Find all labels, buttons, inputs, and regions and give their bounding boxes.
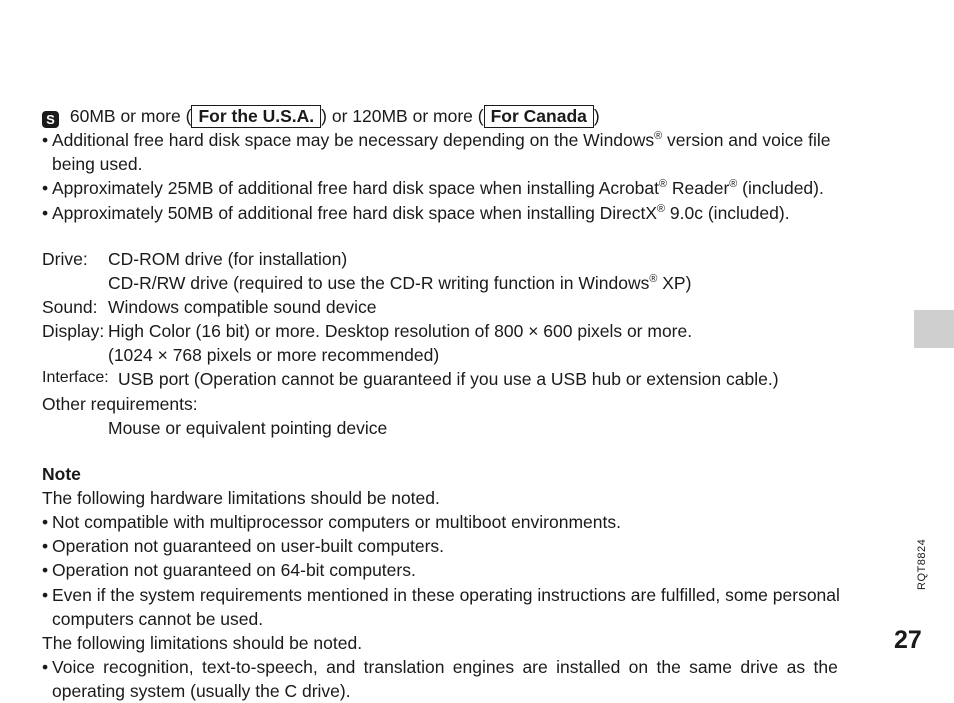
note-sw-1-cont: operating system (usually the C drive).	[42, 679, 876, 703]
note-hw-3: •Operation not guaranteed on 64-bit comp…	[42, 558, 876, 582]
side-tab	[914, 310, 954, 348]
spec-other-label: Other requirements:	[42, 392, 876, 416]
spec-sound-val: Windows compatible sound device	[108, 295, 876, 319]
bullet-additional-space-cont: being used.	[42, 152, 876, 176]
spec-label-display: Display:	[42, 319, 108, 343]
or-text: or 120MB or more	[332, 106, 473, 126]
s-icon: S	[42, 111, 59, 128]
text: version and voice file	[662, 130, 830, 150]
note-intro-sw: The following limitations should be note…	[42, 631, 876, 655]
text: Approximately 50MB of additional free ha…	[52, 203, 657, 223]
spec-label-interface: Interface:	[42, 367, 118, 391]
text: Reader	[667, 178, 729, 198]
document-code: RQT8824	[916, 539, 928, 590]
spec-display-val1: High Color (16 bit) or more. Desktop res…	[108, 319, 876, 343]
usa-amount: 60MB or more	[70, 106, 181, 126]
spec-interface-val: USB port (Operation cannot be guaranteed…	[118, 367, 876, 391]
spec-drive-val1: CD-ROM drive (for installation)	[108, 247, 876, 271]
page-number: 27	[894, 626, 922, 655]
text: Voice recognition, text-to-speech, and t…	[52, 655, 876, 679]
text: Additional free hard disk space may be n…	[52, 130, 654, 150]
text: Operation not guaranteed on 64-bit compu…	[52, 558, 876, 582]
spec-display: Display: High Color (16 bit) or more. De…	[42, 319, 876, 343]
spec-label-drive: Drive:	[42, 247, 108, 271]
note-hw-2: •Operation not guaranteed on user-built …	[42, 534, 876, 558]
spec-display-val2: (1024 × 768 pixels or more recommended)	[42, 343, 876, 367]
usa-box: For the U.S.A.	[191, 105, 321, 128]
spec-other-val: Mouse or equivalent pointing device	[42, 416, 876, 440]
text: 9.0c (included).	[665, 203, 790, 223]
spec-drive: Drive: CD-ROM drive (for installation)	[42, 247, 876, 271]
note-hw-4-cont: computers cannot be used.	[42, 607, 876, 631]
text: XP)	[657, 273, 691, 293]
text: Approximately 25MB of additional free ha…	[52, 178, 659, 198]
bullet-additional-space: • Additional free hard disk space may be…	[42, 128, 876, 152]
text: Even if the system requirements mentione…	[52, 583, 876, 607]
reg-mark: ®	[654, 130, 662, 142]
spec-drive-val2: CD-R/RW drive (required to use the CD-R …	[42, 271, 876, 295]
note-intro-hw: The following hardware limitations shoul…	[42, 486, 876, 510]
reg-mark: ®	[657, 203, 665, 215]
text: Not compatible with multiprocessor compu…	[52, 510, 876, 534]
spec-label-sound: Sound:	[42, 295, 108, 319]
canada-box: For Canada	[484, 105, 594, 128]
text: CD-R/RW drive (required to use the CD-R …	[108, 273, 649, 293]
page-content: S 60MB or more (For the U.S.A.) or 120MB…	[42, 104, 876, 703]
text: Operation not guaranteed on user-built c…	[52, 534, 876, 558]
note-hw-1: •Not compatible with multiprocessor comp…	[42, 510, 876, 534]
note-hw-4: •Even if the system requirements mention…	[42, 583, 876, 607]
note-header: Note	[42, 462, 876, 486]
note-sw-1: •Voice recognition, text-to-speech, and …	[42, 655, 876, 679]
storage-req-line: S 60MB or more (For the U.S.A.) or 120MB…	[42, 104, 876, 128]
spec-interface: Interface: USB port (Operation cannot be…	[42, 367, 876, 391]
spec-sound: Sound: Windows compatible sound device	[42, 295, 876, 319]
bullet-acrobat: • Approximately 25MB of additional free …	[42, 176, 876, 200]
reg-mark: ®	[659, 179, 667, 191]
text: (included).	[737, 178, 824, 198]
bullet-directx: • Approximately 50MB of additional free …	[42, 201, 876, 225]
